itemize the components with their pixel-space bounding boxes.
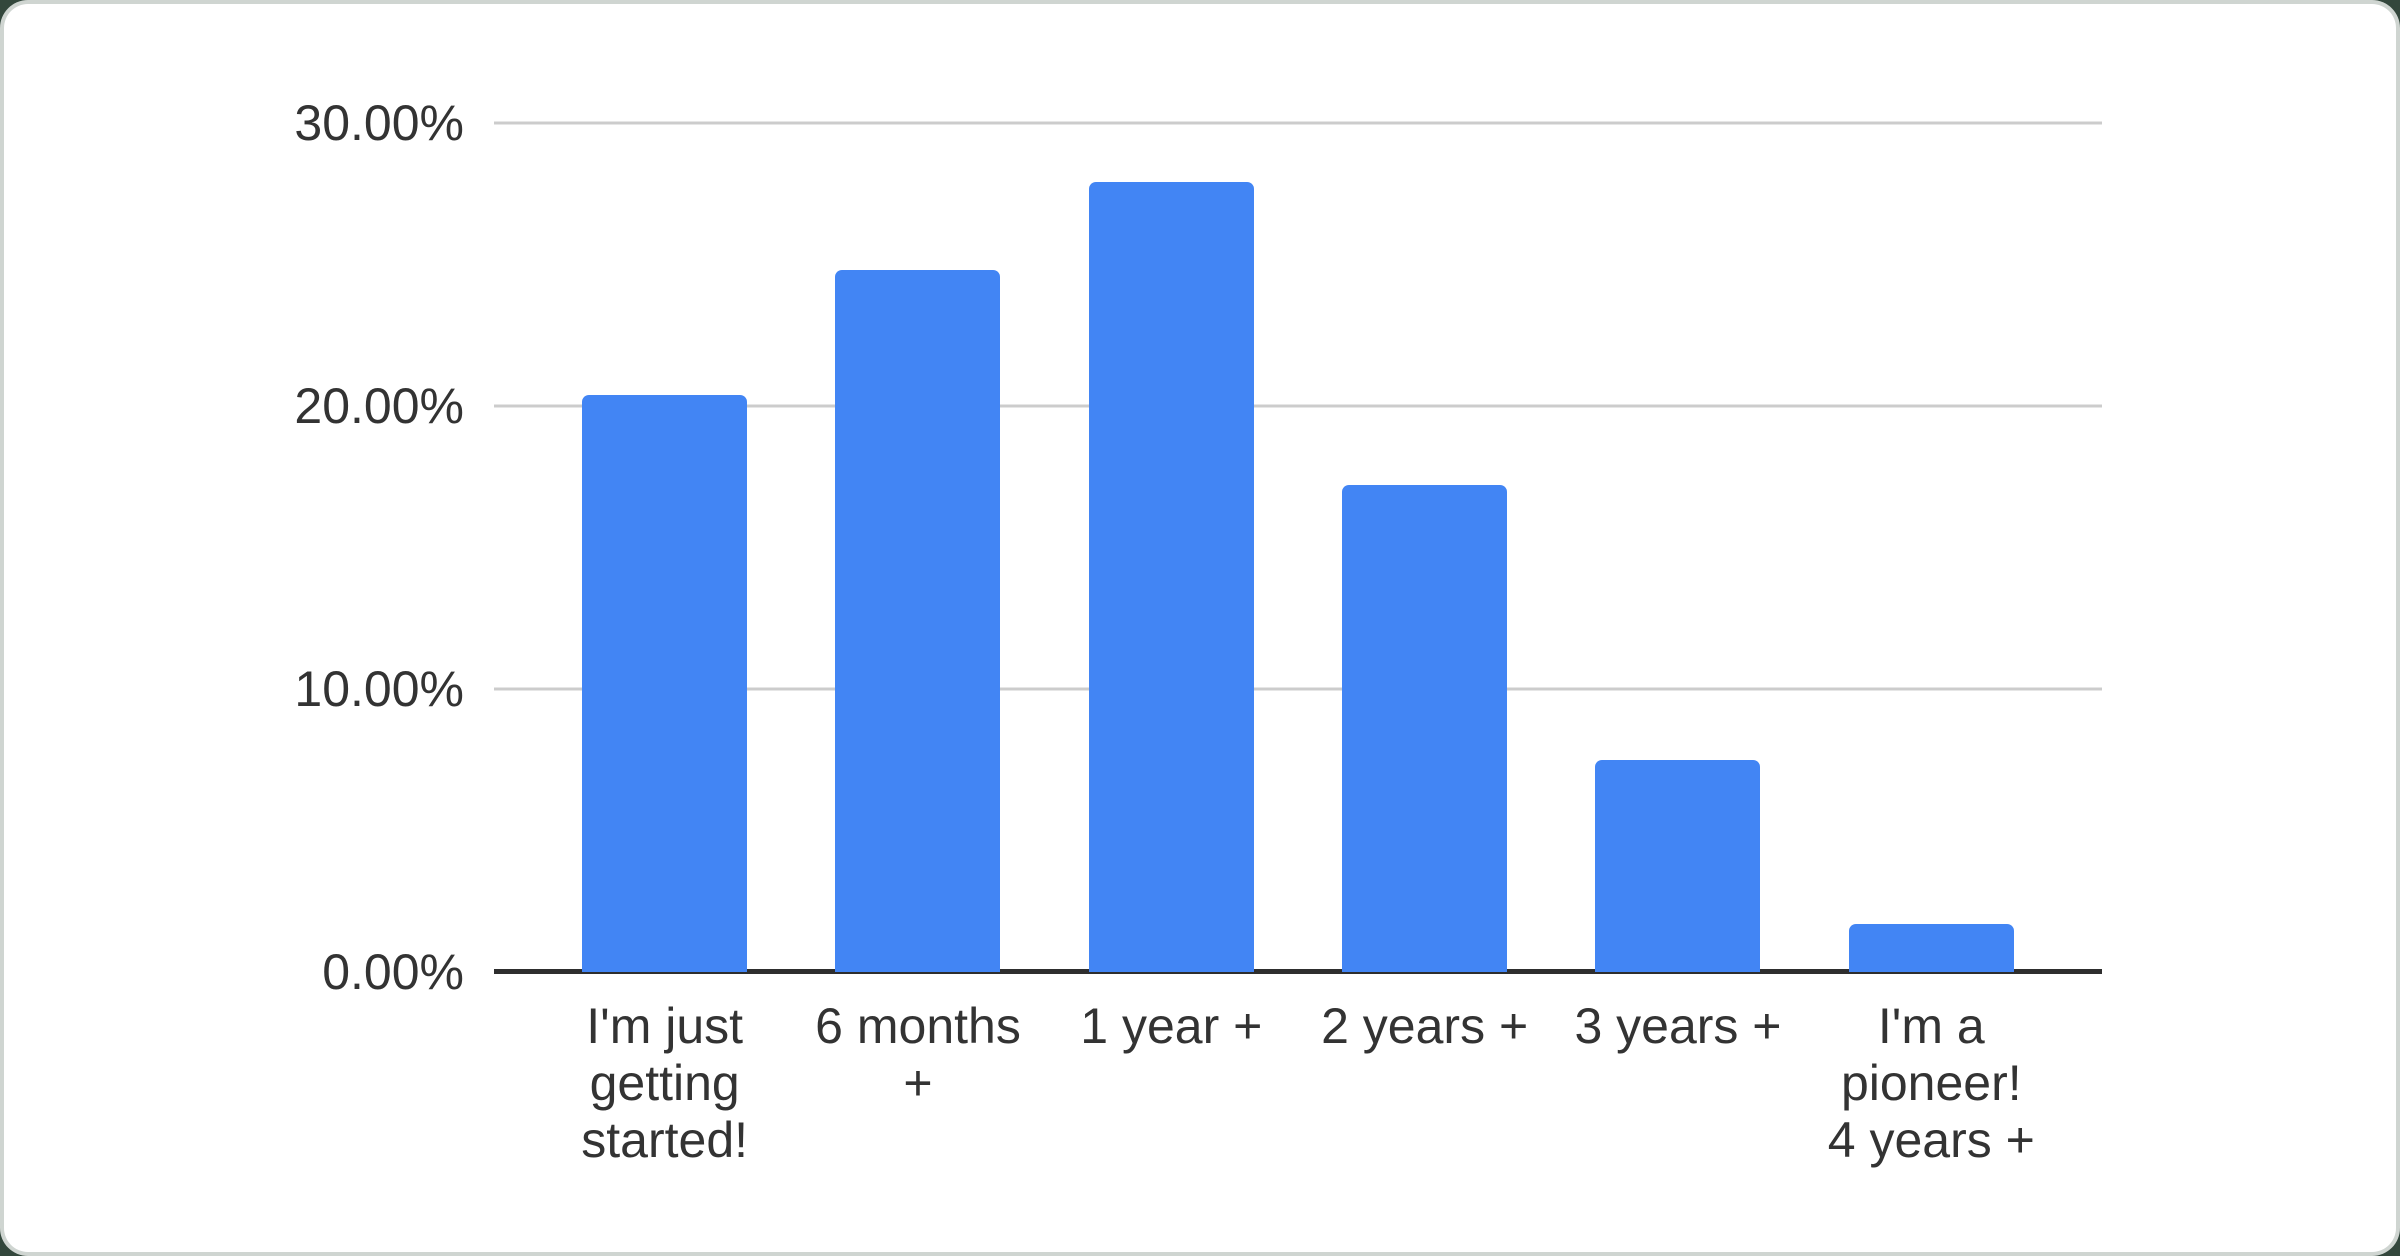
y-axis: 30.00% 20.00% 10.00% 0.00%: [4, 95, 464, 1000]
gridline: [494, 121, 2102, 125]
y-axis-tick-label: 20.00%: [294, 377, 464, 434]
bar[interactable]: [1848, 923, 2014, 972]
x-axis-tick-label: 3 years +: [1574, 998, 1782, 1054]
x-axis-tick-label: I'm just getting started!: [581, 998, 749, 1168]
bar[interactable]: [835, 270, 1001, 972]
y-axis-tick-label: 0.00%: [322, 944, 464, 1000]
x-axis-tick-label: I'm a pioneer! 4 years +: [1827, 998, 2035, 1168]
x-axis-tick-label: 6 months +: [815, 998, 1021, 1111]
x-axis-line: [494, 969, 2102, 974]
y-axis-tick-label: 10.00%: [294, 660, 464, 717]
bar[interactable]: [1342, 485, 1508, 972]
bar-column: [538, 123, 791, 972]
bar-column: [1045, 123, 1298, 972]
bar[interactable]: [1088, 182, 1254, 972]
bar[interactable]: [582, 394, 748, 972]
gridline: [494, 404, 2102, 408]
bar-column: [1551, 123, 1804, 972]
bar-column: [1805, 123, 2058, 972]
x-axis-tick-label: 2 years +: [1321, 998, 1529, 1054]
x-axis: I'm just getting started! 6 months + 1 yea…: [494, 998, 2102, 1169]
bar-column: [791, 123, 1044, 972]
plot-area: [494, 121, 2102, 974]
x-axis-tick-label: 1 year +: [1080, 998, 1263, 1054]
y-axis-tick-label: 30.00%: [294, 95, 464, 151]
chart-card: 30.00% 20.00% 10.00% 0.00% I'm just getting…: [4, 4, 2396, 1252]
bar-column: [1298, 123, 1551, 972]
bar[interactable]: [1595, 759, 1761, 972]
bars: [494, 123, 2102, 972]
gridline: [494, 687, 2102, 691]
